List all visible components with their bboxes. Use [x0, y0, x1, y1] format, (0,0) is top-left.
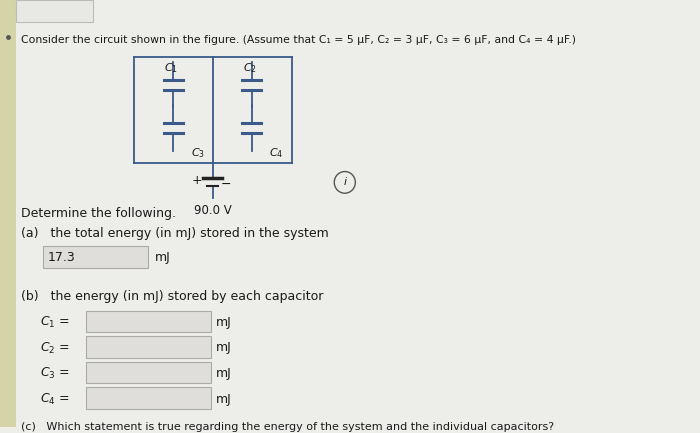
Text: $C_{4}$ =: $C_{4}$ =: [40, 392, 70, 407]
Text: mJ: mJ: [155, 251, 171, 264]
Text: mJ: mJ: [216, 393, 231, 406]
Text: mJ: mJ: [216, 342, 231, 355]
Bar: [43, 246, 148, 268]
Text: +: +: [192, 174, 202, 187]
Text: mJ: mJ: [216, 316, 231, 329]
Bar: [86, 388, 211, 409]
Text: $C_{3}$ =: $C_{3}$ =: [40, 366, 70, 381]
Text: $C_4$: $C_4$: [269, 146, 284, 160]
Text: mJ: mJ: [216, 367, 231, 380]
Text: $C_2$: $C_2$: [243, 61, 257, 75]
Text: $C_{2}$ =: $C_{2}$ =: [40, 340, 70, 355]
Text: (a)   the total energy (in mJ) stored in the system: (a) the total energy (in mJ) stored in t…: [21, 227, 329, 240]
Bar: [0, 0, 16, 427]
Text: $C_3$: $C_3$: [190, 146, 204, 160]
Text: $C_1$: $C_1$: [164, 61, 178, 75]
Bar: [86, 310, 211, 332]
Bar: [86, 336, 211, 358]
Text: 17.3: 17.3: [48, 251, 76, 264]
Bar: [86, 362, 211, 384]
Text: $C_{1}$ =: $C_{1}$ =: [40, 315, 70, 330]
Text: Consider the circuit shown in the figure. (Assume that C₁ = 5 μF, C₂ = 3 μF, C₃ : Consider the circuit shown in the figure…: [21, 35, 576, 45]
Text: −: −: [220, 178, 231, 191]
Bar: [16, 0, 93, 22]
Text: 90.0 V: 90.0 V: [194, 204, 232, 217]
Text: Determine the following.: Determine the following.: [21, 207, 176, 220]
Text: (b)   the energy (in mJ) stored by each capacitor: (b) the energy (in mJ) stored by each ca…: [21, 290, 323, 303]
Text: (c)   Which statement is true regarding the energy of the system and the individ: (c) Which statement is true regarding th…: [21, 422, 554, 432]
Text: i: i: [343, 178, 346, 187]
